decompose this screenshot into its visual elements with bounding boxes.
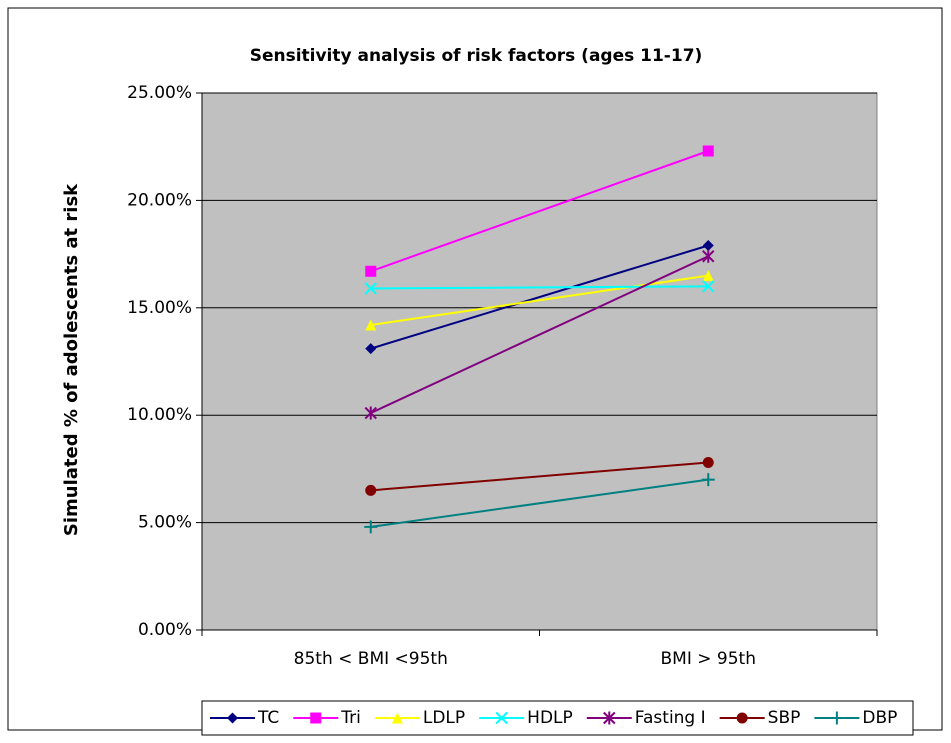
marker bbox=[365, 319, 377, 331]
y-tick-label: 5.00% bbox=[138, 513, 192, 533]
y-tick-label: 15.00% bbox=[127, 298, 192, 318]
marker-shape bbox=[365, 343, 377, 355]
marker-shape bbox=[227, 712, 238, 724]
marker-shape bbox=[702, 280, 715, 293]
marker-shape bbox=[365, 484, 377, 496]
marker-shape bbox=[702, 456, 714, 468]
series-line bbox=[370, 255, 709, 414]
series-line bbox=[370, 478, 709, 528]
chart-title: Sensitivity analysis of risk factors (ag… bbox=[250, 46, 703, 66]
plot-area bbox=[201, 92, 878, 631]
series-line bbox=[370, 150, 709, 273]
marker-shape bbox=[736, 712, 748, 724]
y-tick-label: 20.00% bbox=[127, 190, 192, 210]
legend-label: TC bbox=[257, 708, 279, 728]
marker bbox=[364, 520, 378, 534]
marker bbox=[364, 406, 377, 420]
legend-label: HDLP bbox=[527, 708, 573, 728]
marker bbox=[702, 249, 715, 263]
legend-label: DBP bbox=[862, 708, 897, 728]
marker bbox=[495, 711, 508, 725]
series-line bbox=[370, 274, 709, 326]
y-tick-label: 0.00% bbox=[138, 620, 192, 640]
legend-label: Tri bbox=[340, 708, 361, 728]
legend-label: LDLP bbox=[423, 708, 465, 728]
marker bbox=[702, 280, 715, 293]
marker bbox=[702, 456, 714, 468]
marker-shape bbox=[702, 270, 714, 282]
marker-shape bbox=[702, 145, 714, 157]
marker bbox=[364, 282, 377, 295]
marker bbox=[702, 240, 714, 252]
y-tick-label: 25.00% bbox=[127, 83, 192, 103]
y-tick-label: 10.00% bbox=[127, 405, 192, 425]
marker-shape bbox=[365, 319, 377, 331]
marker-shape bbox=[391, 712, 403, 724]
marker bbox=[365, 343, 377, 355]
legend-label: Fasting I bbox=[635, 708, 706, 728]
marker bbox=[702, 145, 714, 157]
marker bbox=[603, 711, 616, 725]
x-tick-label: 85th < BMI <95th bbox=[294, 649, 448, 669]
y-axis-label: Simulated % of adolescents at risk bbox=[61, 183, 82, 536]
marker-shape bbox=[495, 711, 508, 725]
marker bbox=[701, 473, 715, 487]
marker-shape bbox=[702, 240, 714, 252]
marker-shape bbox=[310, 712, 322, 724]
marker bbox=[736, 712, 748, 724]
marker bbox=[365, 265, 377, 277]
marker bbox=[227, 712, 238, 724]
legend-label: SBP bbox=[768, 708, 801, 728]
series-line bbox=[370, 244, 709, 350]
series-line bbox=[370, 285, 709, 290]
marker-shape bbox=[364, 282, 377, 295]
marker bbox=[391, 712, 403, 724]
series-line bbox=[370, 461, 709, 492]
marker-shape bbox=[365, 265, 377, 277]
marker bbox=[310, 712, 322, 724]
marker bbox=[365, 484, 377, 496]
x-tick-label: BMI > 95th bbox=[661, 649, 756, 669]
marker bbox=[830, 711, 844, 725]
marker bbox=[702, 270, 714, 282]
